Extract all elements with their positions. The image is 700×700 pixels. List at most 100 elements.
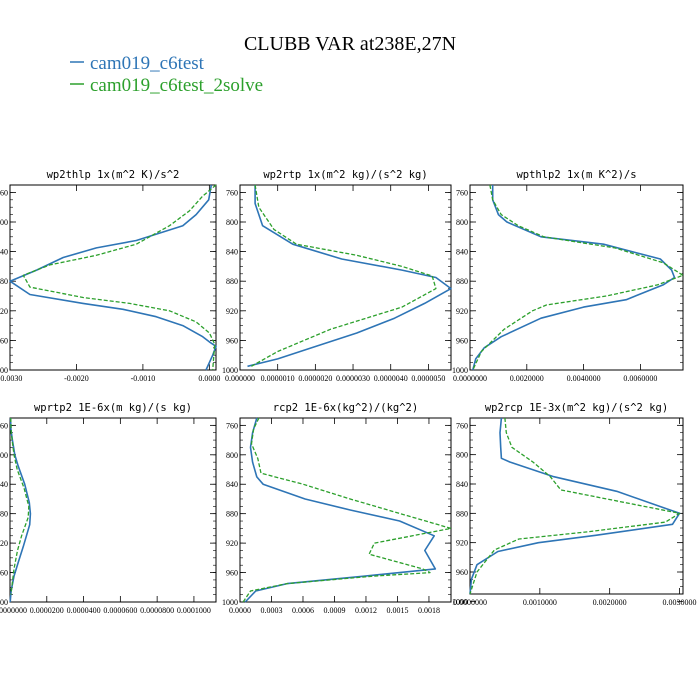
panel-4: wprtp2 1E-6x(m kg)/(s kg) 760 800 840 880 920… xyxy=(0,402,217,615)
x-tick-label: 0.0012 xyxy=(355,606,377,615)
y-tick-label: 800 xyxy=(226,451,238,460)
y-tick-label: 760 xyxy=(0,188,8,197)
panel-2: wp2rtp 1x(m^2 kg)/(s^2 kg) 760 800 840 880 92… xyxy=(222,169,452,383)
y-tick-label: 960 xyxy=(456,336,468,345)
y-tick-label: 760 xyxy=(456,421,468,430)
y-tick-label: 840 xyxy=(0,248,8,257)
y-tick-label: 800 xyxy=(0,451,8,460)
legend: cam019_c6test cam019_c6test_2solve xyxy=(70,53,263,96)
x-tick-label: 0.0001000 xyxy=(177,606,211,615)
y-tick-label: 880 xyxy=(0,510,8,519)
y-tick-label: 760 xyxy=(0,421,8,430)
plot-frame xyxy=(239,184,452,371)
y-tick-label: 960 xyxy=(226,336,238,345)
panel-title: wp2rtp 1x(m^2 kg)/(s^2 kg) xyxy=(263,169,427,181)
y-tick-label: 760 xyxy=(456,188,468,197)
x-tick-label: 0.0000010 xyxy=(261,374,295,383)
y-tick-label: 1000 xyxy=(452,597,468,606)
series-line-c6test-2solve xyxy=(469,417,681,595)
x-tick-label: 0.0000040 xyxy=(374,374,408,383)
x-tick-label: 0.0020000 xyxy=(510,374,544,383)
y-tick-label: 960 xyxy=(226,569,238,578)
panel-title: wp2rcp 1E-3x(m^2 kg)/(s^2 kg) xyxy=(485,402,668,414)
series-line-c6test xyxy=(244,417,437,603)
y-tick-label: 880 xyxy=(0,277,8,286)
y-tick-label: 880 xyxy=(226,277,238,286)
y-tick-label: 840 xyxy=(456,480,468,489)
plot-frame xyxy=(239,417,452,603)
x-tick-label: 0.0000050 xyxy=(411,374,445,383)
x-tick-label: 0.0000 xyxy=(198,374,220,383)
panel-5: rcp2 1E-6x(kg^2)/(kg^2) 760 800 840 880 920 96… xyxy=(222,402,452,615)
legend-label-1: cam019_c6test xyxy=(90,53,205,74)
series-line-c6test xyxy=(472,185,676,371)
x-tick-label: 0.0000000 xyxy=(0,606,27,615)
series-line-c6test-2solve xyxy=(10,417,30,595)
x-tick-label: -0.0020 xyxy=(64,374,89,383)
x-tick-label: -0.0010 xyxy=(131,374,156,383)
series-line-c6test-2solve xyxy=(242,417,452,603)
y-tick-label: 800 xyxy=(456,218,468,227)
x-tick-label: 0.0000 xyxy=(229,606,251,615)
x-tick-label: 0.0000800 xyxy=(140,606,174,615)
y-tick-label: 960 xyxy=(0,336,8,345)
x-tick-label: 0.0018 xyxy=(418,606,440,615)
y-tick-label: 840 xyxy=(456,248,468,257)
y-tick-label: 920 xyxy=(226,539,238,548)
x-tick-label: 0.000000 xyxy=(225,374,255,383)
y-tick-label: 880 xyxy=(226,510,238,519)
panel-title: wp2thlp 1x(m^2 K)/s^2 xyxy=(47,169,180,181)
x-tick-label: 0.0000600 xyxy=(103,606,137,615)
panel-title: rcp2 1E-6x(kg^2)/(kg^2) xyxy=(273,402,418,414)
y-tick-label: 920 xyxy=(226,307,238,316)
x-tick-label: 0.0009 xyxy=(323,606,345,615)
x-tick-label: 0.0030000 xyxy=(663,598,697,607)
y-tick-label: 920 xyxy=(0,539,8,548)
series-line-c6test xyxy=(247,185,452,368)
y-tick-label: 840 xyxy=(0,480,8,489)
y-tick-label: 760 xyxy=(226,421,238,430)
y-tick-label: 880 xyxy=(456,509,468,518)
x-tick-label: -0.0030 xyxy=(0,374,22,383)
y-tick-label: 840 xyxy=(226,480,238,489)
series-line-c6test xyxy=(9,184,217,371)
panel-title: wpthlp2 1x(m K^2)/s xyxy=(516,169,636,181)
legend-entry-1: cam019_c6test xyxy=(70,53,205,74)
legend-entry-2: cam019_c6test_2solve xyxy=(70,75,263,96)
plot-frame xyxy=(469,417,684,595)
y-tick-label: 920 xyxy=(456,539,468,548)
y-tick-label: 760 xyxy=(226,188,238,197)
y-tick-label: 800 xyxy=(0,218,8,227)
plot-frame xyxy=(9,184,217,371)
series-line-c6test-2solve xyxy=(250,184,437,367)
x-tick-label: 0.0020000 xyxy=(593,598,627,607)
y-tick-label: 920 xyxy=(456,307,468,316)
panels: wp2thlp 1x(m^2 K)/s^2 760 800 840 880 920 960 1… xyxy=(0,169,697,615)
x-tick-label: 0.0000030 xyxy=(336,374,370,383)
x-tick-label: 0.0015 xyxy=(386,606,408,615)
x-tick-label: 0.0060000 xyxy=(623,374,657,383)
x-tick-label: 0.0010000 xyxy=(523,598,557,607)
plot-frame xyxy=(469,184,684,371)
series-line-c6test xyxy=(469,417,681,595)
series-line-c6test-2solve xyxy=(472,184,684,371)
legend-label-2: cam019_c6test_2solve xyxy=(90,75,263,96)
y-tick-label: 1000 xyxy=(222,366,238,375)
panel-6: wp2rcp 1E-3x(m^2 kg)/(s^2 kg) 760 800 840 88… xyxy=(452,402,697,607)
panel-title: wprtp2 1E-6x(m kg)/(s kg) xyxy=(34,402,192,414)
x-tick-label: 0.0000000 xyxy=(453,374,487,383)
x-tick-label: 0.0003 xyxy=(260,606,282,615)
y-tick-label: 1000 xyxy=(222,598,238,607)
y-tick-label: 800 xyxy=(456,451,468,460)
y-tick-label: 1000 xyxy=(0,598,8,607)
series-line-c6test-2solve xyxy=(22,184,217,371)
x-tick-label: 0.0000000 xyxy=(453,598,487,607)
panel-3: wpthlp2 1x(m K^2)/s 760 800 840 880 920 960 100… xyxy=(452,169,684,383)
y-tick-label: 800 xyxy=(226,218,238,227)
y-tick-label: 840 xyxy=(226,248,238,257)
y-tick-label: 960 xyxy=(0,569,8,578)
x-tick-label: 0.0000400 xyxy=(67,606,101,615)
y-tick-label: 880 xyxy=(456,277,468,286)
x-tick-label: 0.0006 xyxy=(292,606,314,615)
